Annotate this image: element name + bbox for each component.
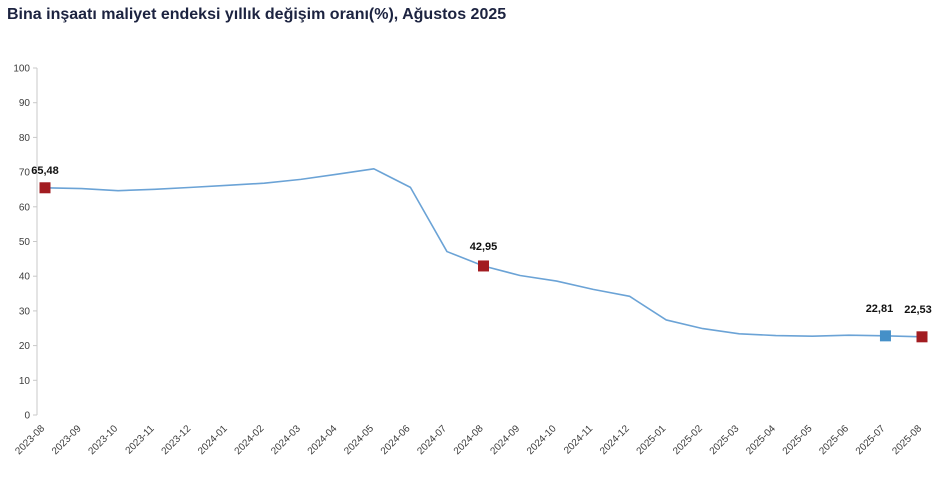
x-axis-tick-label: 2024-03 [269, 423, 303, 457]
data-point-label: 42,95 [470, 241, 498, 253]
x-axis-tick-label: 2025-05 [781, 423, 815, 457]
data-point-marker [879, 330, 891, 342]
x-axis-tick-label: 2024-05 [342, 423, 376, 457]
x-axis-tick-label: 2024-08 [452, 423, 486, 457]
x-axis-tick-label: 2023-09 [50, 423, 84, 457]
x-axis-tick-label: 2024-09 [488, 423, 522, 457]
x-axis-tick-label: 2024-10 [525, 423, 559, 457]
data-point-label: 22,53 [904, 304, 932, 316]
data-point-label: 65,48 [31, 165, 59, 177]
y-axis-tick-label: 60 [19, 202, 31, 213]
x-axis-tick-label: 2025-08 [890, 423, 924, 457]
x-axis-tick-label: 2024-01 [196, 423, 230, 457]
data-point-marker [916, 331, 928, 343]
x-axis-tick-label: 2025-04 [744, 423, 778, 457]
y-axis-tick-label: 80 [19, 133, 31, 144]
data-point-marker [478, 260, 489, 272]
y-axis-tick-label: 30 [19, 306, 31, 317]
y-axis-tick-label: 90 [19, 98, 31, 109]
x-axis-tick-label: 2024-06 [379, 423, 413, 457]
chart-title: Bina inşaatı maliyet endeksi yıllık deği… [7, 6, 507, 23]
x-axis-tick-label: 2025-03 [708, 423, 742, 457]
x-axis-tick-label: 2025-01 [635, 423, 669, 457]
x-axis-tick-label: 2024-02 [233, 423, 267, 457]
x-axis-tick-label: 2023-10 [86, 423, 120, 457]
y-axis-tick-label: 10 [19, 376, 31, 387]
x-axis-tick-label: 2024-04 [306, 423, 340, 457]
y-axis-tick-label: 70 [19, 168, 31, 179]
x-axis-tick-label: 2025-07 [854, 423, 888, 457]
y-axis-tick-label: 40 [19, 272, 31, 283]
x-axis-tick-label: 2024-12 [598, 423, 632, 457]
x-axis-tick-label: 2025-02 [671, 423, 705, 457]
x-axis-tick-label: 2023-12 [160, 423, 194, 457]
y-axis-tick-label: 20 [19, 341, 31, 352]
x-axis-tick-label: 2024-11 [562, 423, 596, 457]
y-axis-tick-label: 50 [19, 237, 31, 248]
x-axis-tick-label: 2024-07 [415, 423, 449, 457]
data-point-label: 22,81 [866, 303, 894, 315]
x-axis-tick-label: 2025-06 [817, 423, 851, 457]
y-axis-tick-label: 100 [13, 64, 30, 75]
x-axis-tick-label: 2023-08 [13, 423, 47, 457]
x-axis-tick-label: 2023-11 [124, 423, 158, 457]
data-point-marker [39, 182, 51, 194]
y-axis-tick-label: 0 [24, 411, 30, 422]
